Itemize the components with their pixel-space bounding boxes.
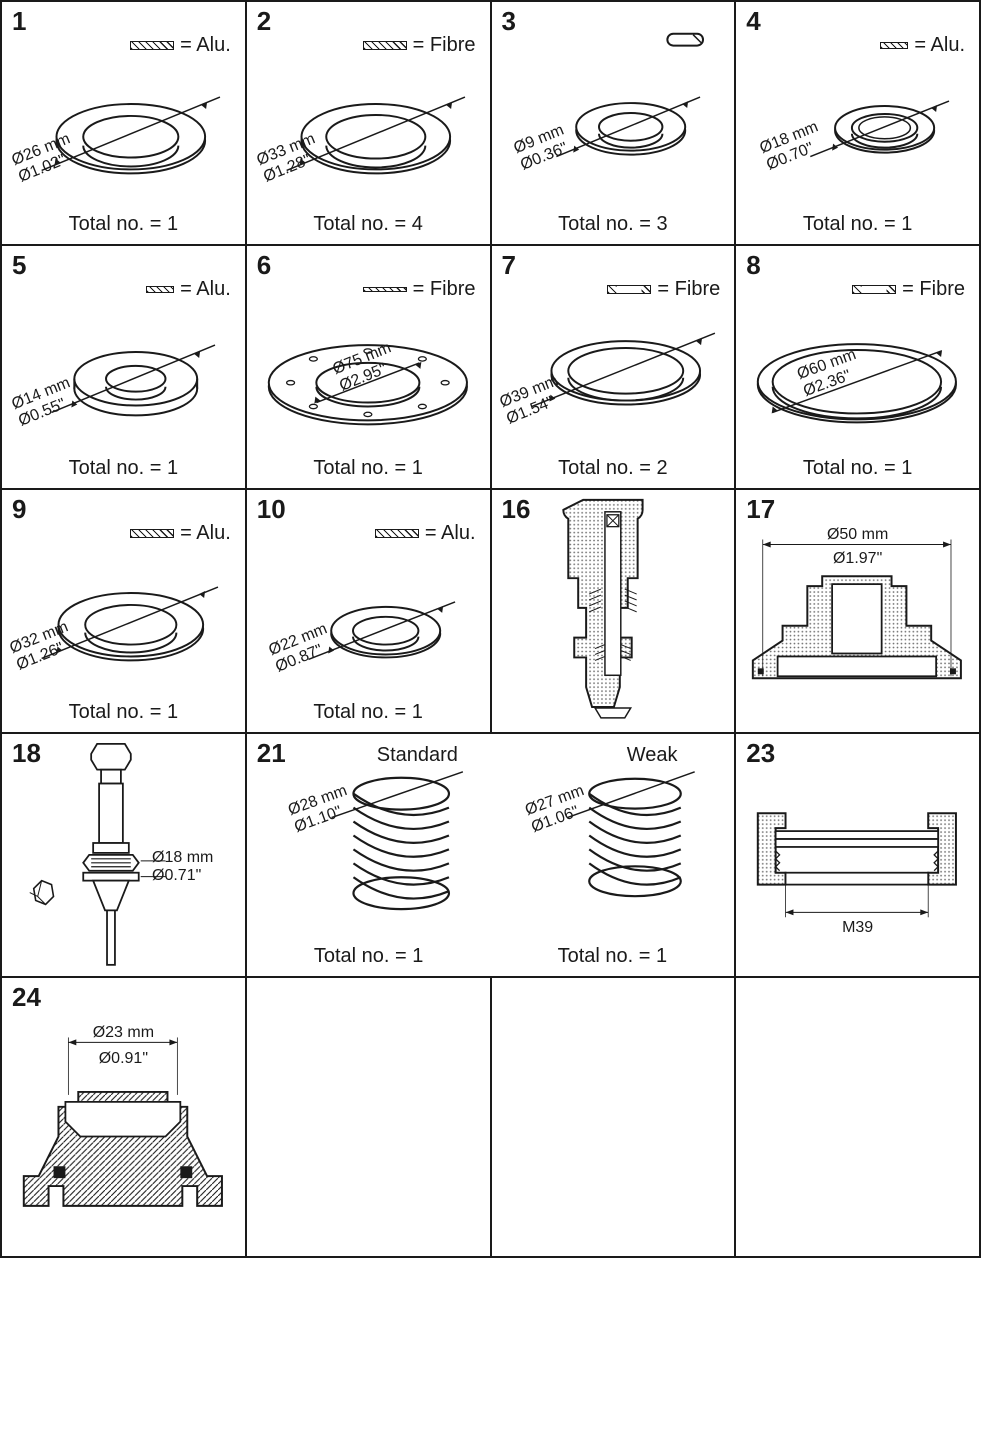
total-count: Total no. = 1: [247, 457, 490, 480]
washer-icon: [492, 2, 735, 244]
cell-24: 24 Ø23 mm Ø0.91": [1, 977, 246, 1257]
cell-8: 8 = Fibre Ø60 mm Ø2.36" Total no. = 1: [735, 245, 980, 489]
springs-icon: [247, 734, 734, 977]
washer-icon: [247, 490, 490, 732]
total-count: Total no. = 1: [491, 945, 735, 968]
cell-17: 17 Ø50 mm Ø1.97": [735, 489, 980, 733]
valve-section-icon: [492, 490, 735, 732]
cell-3: 3 Ø9 mm Ø0.36" Total no. = 3: [491, 1, 736, 245]
cell-4: 4 = Alu. Ø18 mm Ø0.70" Total no. = 1: [735, 1, 980, 245]
cell-empty: [491, 977, 736, 1257]
parts-grid: 1 = Alu. Ø26 mm Ø1.02" Total no. = 1 2: [0, 0, 981, 1258]
cell-16: 16: [491, 489, 736, 733]
cell-18: 18: [1, 733, 246, 977]
cell-empty: [246, 977, 491, 1257]
cell-10: 10 = Alu. Ø22 mm Ø0.87" Total no. = 1: [246, 489, 491, 733]
total-count: Total no. = 2: [492, 457, 735, 480]
total-count: Total no. = 1: [247, 945, 491, 968]
total-count: Total no. = 1: [247, 701, 490, 724]
total-count: Total no. = 1: [2, 213, 245, 236]
total-count: Total no. = 1: [2, 457, 245, 480]
washer-icon: [736, 2, 979, 244]
washer-icon: [2, 246, 245, 488]
cell-1: 1 = Alu. Ø26 mm Ø1.02" Total no. = 1: [1, 1, 246, 245]
washer-icon: [2, 2, 245, 244]
washer-icon: [247, 2, 490, 244]
cell-9: 9 = Alu. Ø32 mm Ø1.26" Total no. = 1: [1, 489, 246, 733]
cell-7: 7 = Fibre Ø39 mm Ø1.54" Total no. = 2: [491, 245, 736, 489]
dimension-label: Ø1.97": [736, 550, 979, 568]
cell-empty: [735, 977, 980, 1257]
total-count: Total no. = 1: [736, 213, 979, 236]
cell-23: 23: [735, 733, 980, 977]
cell-6: 6 = Fibre: [246, 245, 491, 489]
total-count: Total no. = 1: [736, 457, 979, 480]
washer-icon: [492, 246, 735, 488]
housing-section-icon: [736, 734, 979, 976]
dimension-label: Ø18 mm Ø0.71": [152, 849, 213, 884]
body-section-icon: [2, 978, 245, 1255]
cell-21: 21 Standard Weak Ø28 mm Ø1.10" Ø27 mm Ø1…: [246, 733, 736, 977]
dimension-label: M39: [736, 919, 979, 937]
cell-5: 5 = Alu. Ø14 mm Ø0.55" Total no. = 1: [1, 245, 246, 489]
total-count: Total no. = 3: [492, 213, 735, 236]
cell-2: 2 = Fibre Ø33 mm Ø1.28" Total no. = 4: [246, 1, 491, 245]
total-count: Total no. = 1: [2, 701, 245, 724]
total-count: Total no. = 4: [247, 213, 490, 236]
dimension-label: Ø50 mm: [736, 526, 979, 544]
dimension-label: Ø23 mm: [2, 1024, 245, 1042]
washer-icon: [2, 490, 245, 732]
dimension-label: Ø0.91": [2, 1050, 245, 1068]
